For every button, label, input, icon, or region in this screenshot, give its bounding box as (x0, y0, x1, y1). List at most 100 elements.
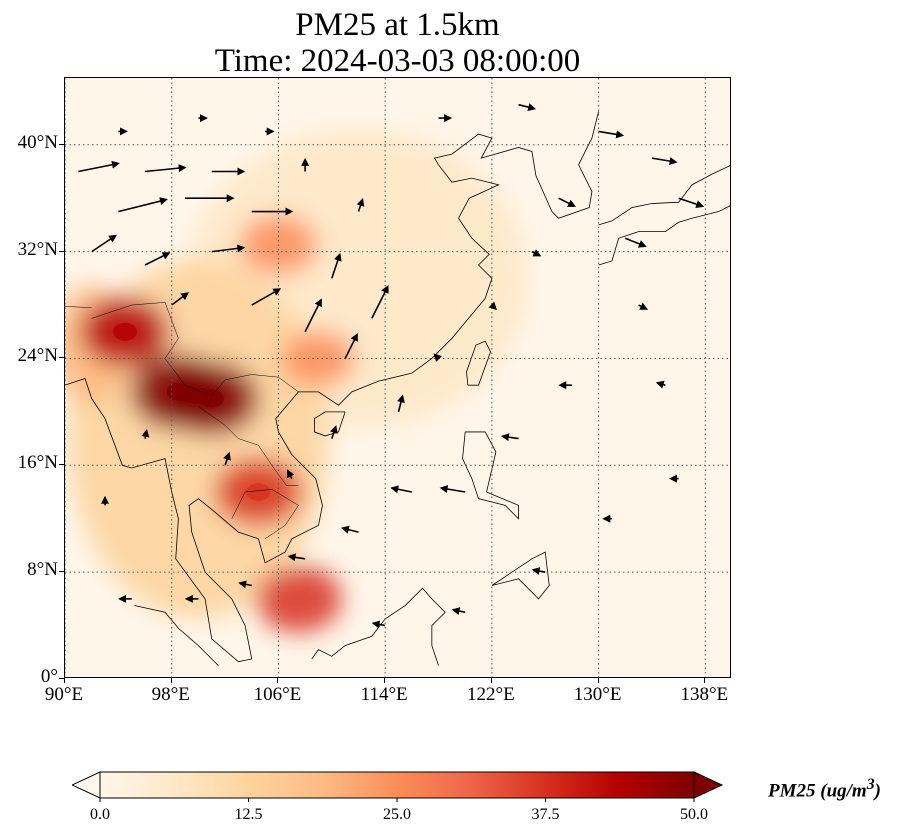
colorbar-tick-label: 12.5 (234, 806, 263, 823)
lon-tick-mark (170, 678, 172, 683)
lon-tick-mark (384, 678, 386, 683)
colorbar-tick-label: 37.5 (531, 806, 560, 823)
colorbar-label: PM25 (ug/m3) (768, 776, 881, 802)
colorbar-extend-max (693, 771, 724, 799)
wind-arrow (451, 607, 466, 615)
wind-vectors (78, 103, 705, 629)
country-border (65, 306, 92, 308)
wind-arrow (223, 451, 231, 466)
lon-tick-mark (597, 678, 599, 683)
colorbar-label-close: ) (874, 780, 881, 802)
lat-tick-mark (59, 464, 64, 466)
colorbar-tick-label: 0.0 (90, 806, 110, 823)
pm25-field (65, 128, 529, 633)
lon-tick-label: 130°E (573, 684, 622, 705)
country-border (91, 302, 299, 397)
coastline (134, 605, 219, 666)
lat-tick-mark (59, 571, 64, 573)
wind-arrow (531, 249, 542, 257)
coastline (462, 431, 519, 520)
lat-tick-label: 8°N (27, 559, 58, 581)
lat-tick-mark (59, 357, 64, 359)
colorbar-label-text: PM25 (ug/m (768, 780, 867, 802)
wind-arrow (488, 301, 498, 311)
lat-tick-mark (59, 250, 64, 252)
map-time-label: Time: 2024-03-03 08:00:00 (214, 43, 581, 79)
wind-arrow (598, 130, 625, 139)
lon-tick-label: 98°E (151, 684, 190, 705)
lon-tick-mark (64, 678, 65, 683)
wind-arrow (118, 197, 168, 213)
colorbar-label-superscript: 3 (866, 776, 875, 793)
pm25-hotspot-core (246, 483, 271, 502)
wind-arrow (558, 197, 577, 207)
lon-tick-mark (490, 678, 492, 683)
wind-arrow (356, 198, 365, 212)
colorbar-tick-label: 25.0 (383, 806, 411, 823)
wind-arrow (500, 433, 519, 442)
wind-arrow (287, 469, 295, 480)
country-border (198, 406, 299, 486)
lat-tick-label: 40°N (17, 131, 58, 153)
wind-arrow (251, 288, 282, 306)
wind-arrow (329, 425, 338, 439)
lat-tick-label: 16°N (17, 452, 58, 474)
wind-arrow (624, 237, 647, 248)
country-border (231, 489, 299, 539)
lon-tick-label: 138°E (680, 684, 729, 705)
lon-tick-mark (277, 678, 279, 683)
wind-arrow (433, 353, 442, 362)
lon-tick-mark (704, 678, 706, 683)
wind-arrow (340, 525, 359, 534)
pm25-hotspot-core (166, 382, 191, 401)
pm25-hotspot-core (113, 322, 138, 341)
wind-arrow (91, 234, 118, 253)
wind-arrow (331, 252, 342, 279)
wind-arrow (390, 485, 412, 494)
lat-tick-label: 24°N (17, 345, 58, 367)
colorbar-extend-min (72, 771, 101, 799)
wind-arrow (238, 580, 252, 589)
wind-arrow (171, 292, 190, 306)
wind-arrow (397, 394, 405, 413)
coastline (311, 587, 446, 666)
wind-arrow (518, 103, 537, 112)
coastline (491, 551, 550, 600)
wind-arrow (651, 157, 678, 166)
wind-arrow (211, 244, 246, 253)
lon-tick-label: 122°E (467, 684, 515, 705)
map-panel (64, 77, 731, 678)
coastlines (65, 111, 730, 666)
coastline (65, 111, 599, 663)
pm25-hotspot-core (199, 389, 224, 408)
map-canvas (65, 78, 730, 677)
colorbar-gradient (99, 771, 695, 799)
wind-arrow (638, 302, 649, 310)
wind-arrow (678, 197, 705, 208)
map-title: PM25 at 1.5km (295, 7, 500, 43)
wind-arrow (371, 284, 389, 319)
wind-arrow (531, 567, 546, 575)
lat-tick-mark (59, 143, 64, 145)
wind-arrow (287, 553, 306, 562)
wind-arrow (655, 380, 666, 389)
wind-arrow (344, 333, 358, 359)
wind-arrow (78, 160, 120, 173)
coastline (466, 340, 491, 386)
colorbar (72, 771, 724, 802)
wind-arrow (144, 164, 187, 173)
lon-tick-label: 114°E (360, 684, 408, 705)
wind-arrow (439, 485, 466, 494)
pm25-hotspot (255, 565, 342, 633)
gridlines (65, 78, 730, 677)
lon-tick-label: 106°E (253, 684, 302, 705)
lon-tick-label: 90°E (44, 684, 84, 705)
wind-arrow (144, 252, 171, 266)
wind-arrow (141, 429, 150, 439)
coastline (598, 165, 730, 226)
lat-tick-label: 0° (40, 666, 58, 687)
coastline (314, 411, 346, 437)
wind-arrow (371, 620, 386, 629)
lat-tick-mark (59, 678, 64, 679)
lat-tick-label: 32°N (17, 238, 58, 260)
